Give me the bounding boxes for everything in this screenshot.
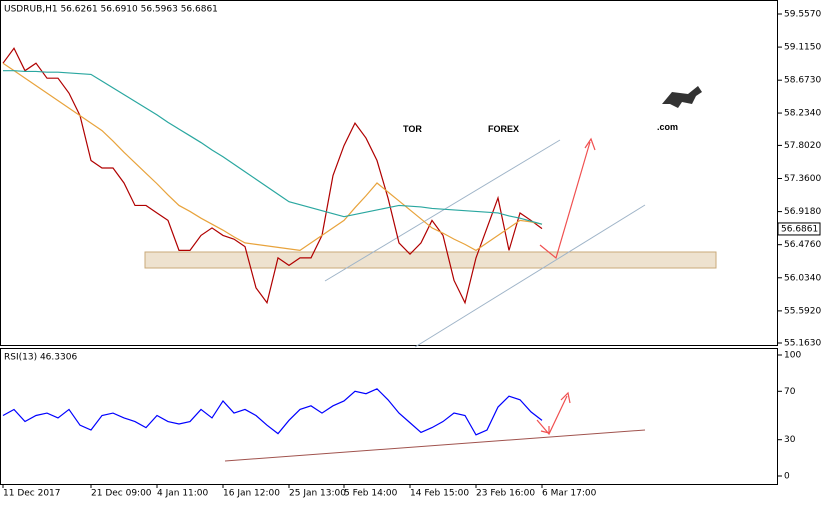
y-tick-label: 55.5920 [784,306,821,316]
y-tick-label: 59.1150 [784,43,821,53]
y-tick-label: 56.9180 [784,207,821,217]
y-tick-label: 100 [784,351,801,361]
y-tick-label: 57.3600 [784,174,821,184]
y-tick-label: 70 [784,387,796,397]
arrow-head [560,391,571,404]
price-tag-box [777,222,821,236]
series-line [2,62,543,252]
rsi-trendline [224,429,646,462]
arrow-head [584,137,596,151]
series-line [2,388,543,436]
rsi-panel [0,348,778,485]
logo-main: FOREX [488,124,519,134]
series-line [2,47,543,305]
forecast-arrows [536,137,596,436]
rsi-title: RSI(13) 46.3306 [4,353,77,363]
y-tick-label: 56.0340 [784,273,821,283]
y-tick-label: 30 [784,435,796,445]
forecast-arrow [539,141,591,260]
channel-line [414,204,646,348]
y-tick-label: 0 [784,472,790,482]
x-tick-label: 6 Mar 17:00 [542,489,597,499]
logo-suffix: .com [657,122,678,132]
x-tick-label: 14 Feb 15:00 [410,489,469,499]
y-tick-label: 55.1630 [784,339,821,349]
logo: TOR FOREX .com [403,86,702,134]
chart-title: USDRUB,H1 56.6261 56.6910 56.5963 56.686… [4,5,218,15]
y-tick-label: 57.8020 [784,141,821,151]
x-tick-label: 4 Jan 11:00 [157,489,209,499]
forecast-arrow [536,395,568,436]
y-tick-label: 58.2340 [784,109,821,119]
x-tick-label: 23 Feb 16:00 [476,489,535,499]
x-tick-label: 25 Jan 13:00 [289,489,346,499]
series-line [3,70,543,225]
x-tick-label: 11 Dec 2017 [3,489,61,499]
x-tick-label: 16 Jan 12:00 [223,489,280,499]
channel-line [324,139,561,282]
y-tick-label: 58.6730 [784,76,821,86]
price-panel [0,0,778,346]
y-tick-label: 59.5570 [784,10,821,20]
logo-prefix: TOR [403,124,422,134]
x-tick-label: 5 Feb 14:00 [344,489,398,499]
support-zone [144,251,717,269]
x-tick-label: 21 Dec 09:00 [91,489,152,499]
y-tick-label: 56.4760 [784,240,821,250]
price-tag: 56.6861 [781,224,818,234]
logo-bull [662,86,702,108]
